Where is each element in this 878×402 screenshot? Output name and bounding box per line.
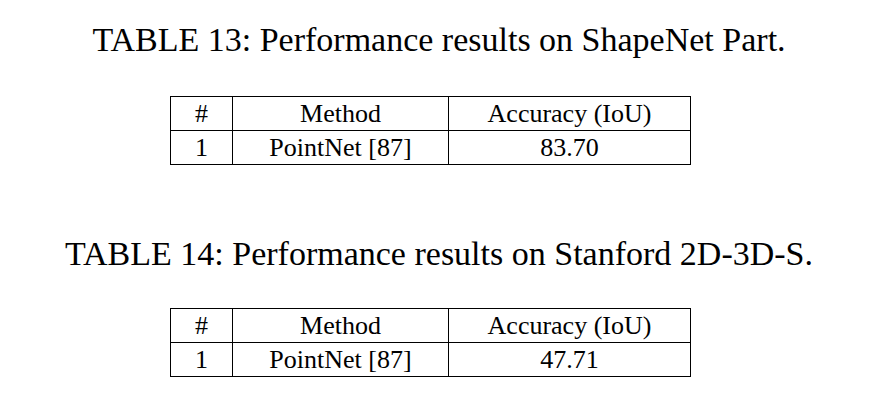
table13-cell-number: 1	[171, 131, 233, 165]
table14-col-header-number: #	[171, 309, 233, 343]
table14-caption: TABLE 14: Performance results on Stanfor…	[0, 234, 878, 274]
table13: # Method Accuracy (IoU) 1 PointNet [87] …	[170, 96, 691, 165]
table13-col-header-accuracy: Accuracy (IoU)	[449, 97, 691, 131]
table13-col-header-method: Method	[233, 97, 449, 131]
table14-col-header-method: Method	[233, 309, 449, 343]
table13-data-row: 1 PointNet [87] 83.70	[171, 131, 691, 165]
table13-cell-method: PointNet [87]	[233, 131, 449, 165]
table14: # Method Accuracy (IoU) 1 PointNet [87] …	[170, 308, 691, 377]
table13-col-header-number: #	[171, 97, 233, 131]
table14-col-header-accuracy: Accuracy (IoU)	[449, 309, 691, 343]
table14-data-row: 1 PointNet [87] 47.71	[171, 343, 691, 377]
table13-header-row: # Method Accuracy (IoU)	[171, 97, 691, 131]
table14-cell-number: 1	[171, 343, 233, 377]
table14-cell-accuracy: 47.71	[449, 343, 691, 377]
table14-cell-method: PointNet [87]	[233, 343, 449, 377]
table13-cell-accuracy: 83.70	[449, 131, 691, 165]
table13-caption: TABLE 13: Performance results on ShapeNe…	[0, 20, 878, 60]
table14-header-row: # Method Accuracy (IoU)	[171, 309, 691, 343]
